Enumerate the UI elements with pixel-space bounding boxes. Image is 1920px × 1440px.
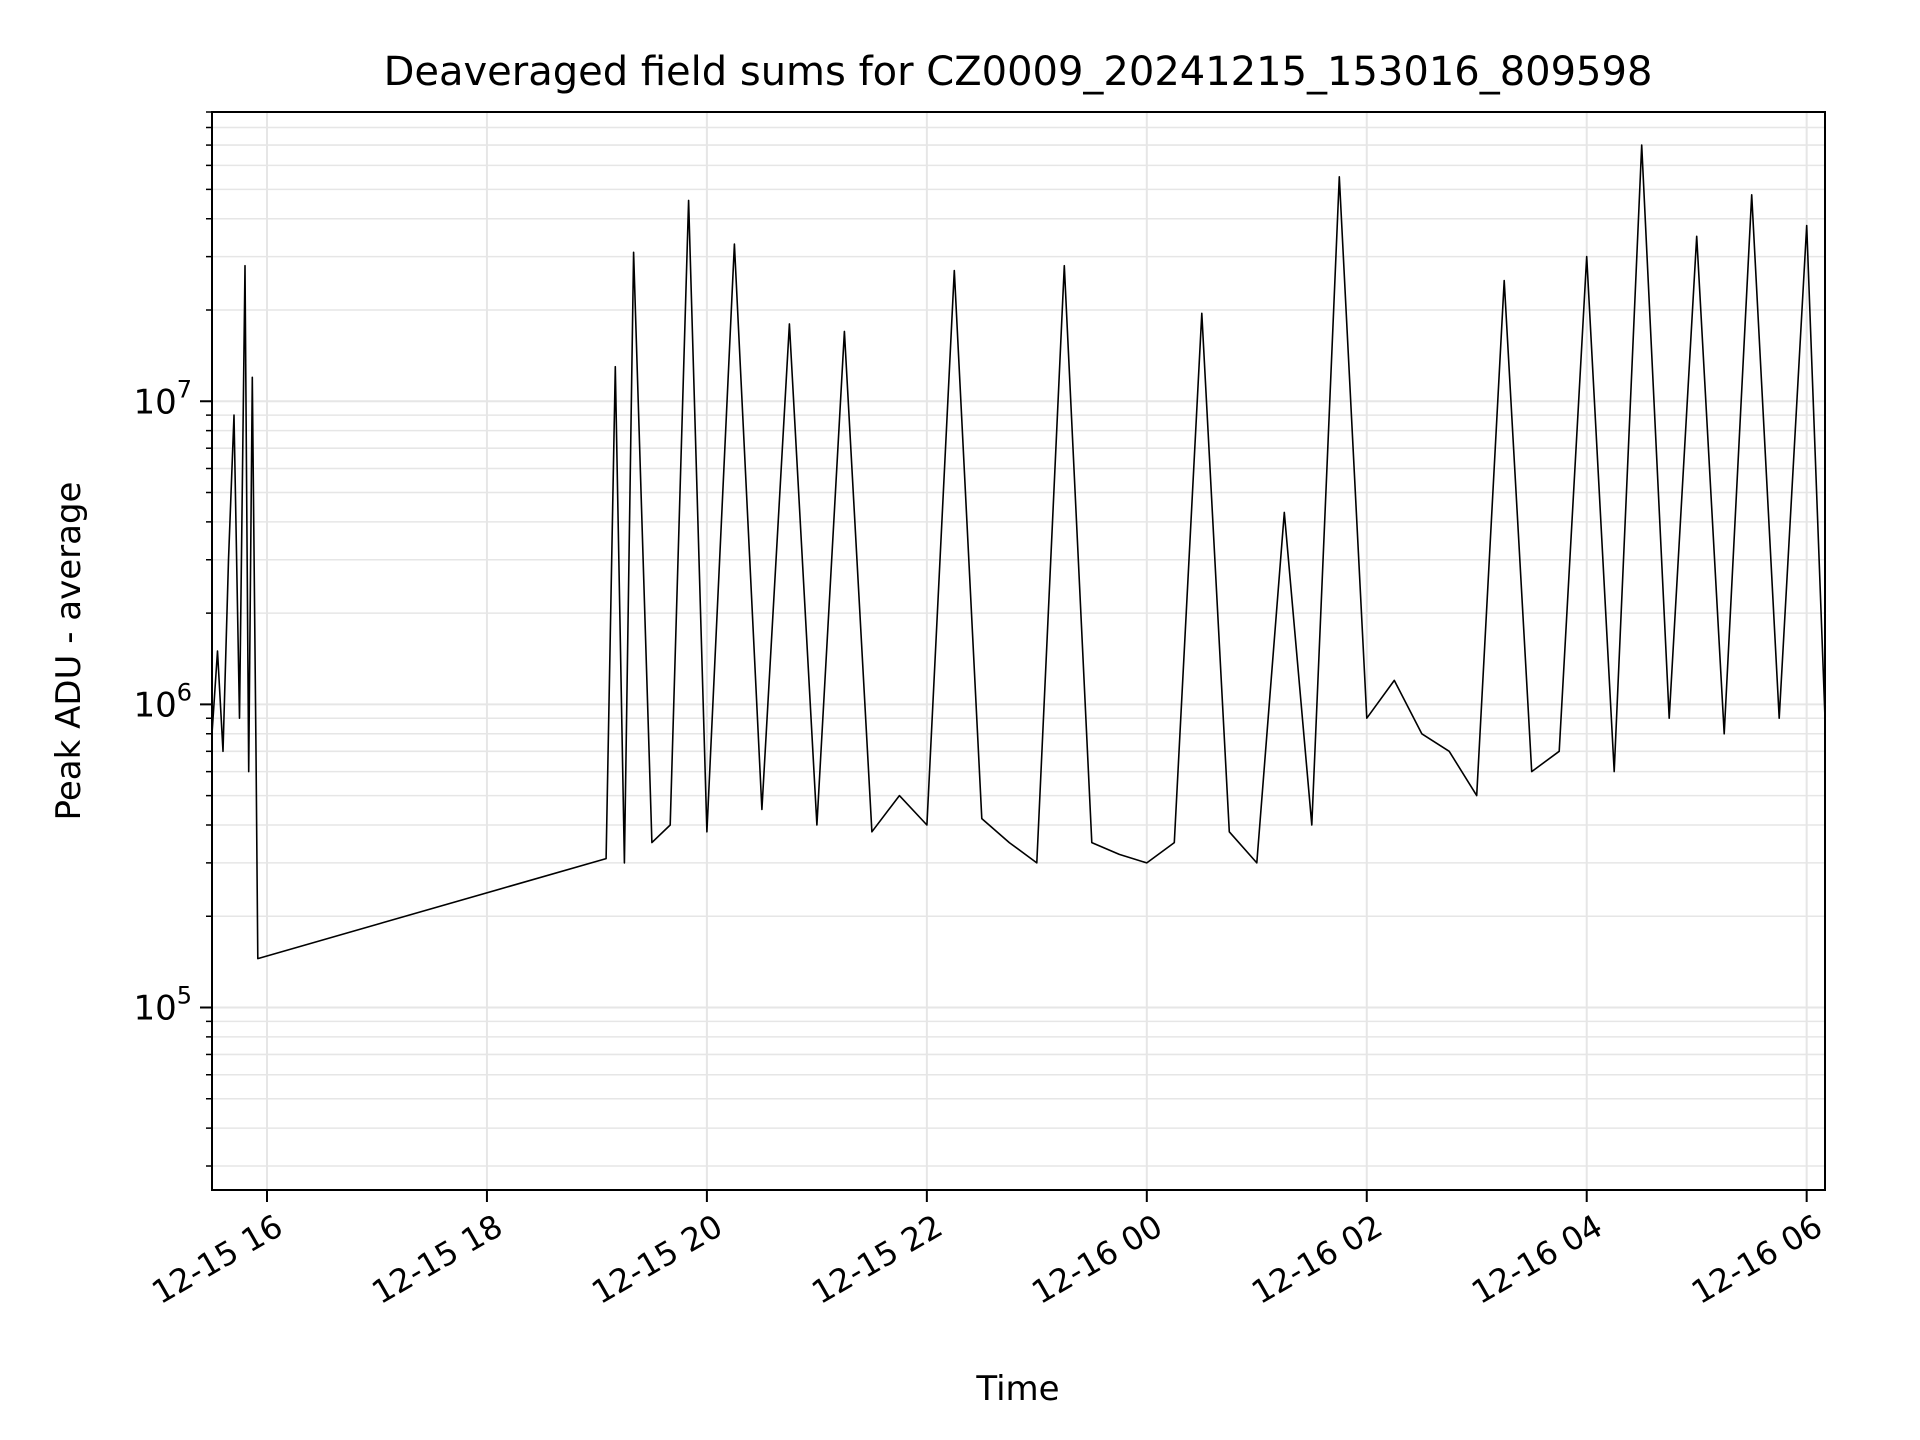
- chart-title: Deaveraged field sums for CZ0009_2024121…: [384, 49, 1653, 95]
- x-tick-label: 12-16 06: [1685, 1207, 1829, 1312]
- y-axis: 105 106 107: [133, 111, 212, 1167]
- x-axis: 12-15 16 12-15 18 12-15 20 12-15 22 12-16 00…: [145, 1190, 1829, 1312]
- series-line: [211, 144, 1826, 960]
- y-tick-label: 105: [133, 982, 192, 1029]
- x-tick-label: 12-15 20: [585, 1207, 729, 1312]
- x-tick-label: 12-15 18: [365, 1207, 509, 1312]
- y-axis-label: Peak ADU - average: [49, 482, 89, 821]
- grid: [212, 111, 1825, 1190]
- x-tick-label: 12-16 00: [1025, 1207, 1169, 1312]
- x-axis-label: Time: [975, 1369, 1059, 1409]
- x-tick-label: 12-16 04: [1465, 1207, 1609, 1312]
- y-tick-label: 106: [133, 678, 192, 725]
- plot-frame: [211, 111, 1826, 1191]
- data-layer: [211, 144, 1826, 960]
- x-tick-label: 12-15 16: [145, 1207, 289, 1312]
- y-tick-label: 107: [133, 375, 192, 422]
- x-tick-label: 12-15 22: [805, 1207, 949, 1312]
- x-tick-label: 12-16 02: [1245, 1207, 1389, 1312]
